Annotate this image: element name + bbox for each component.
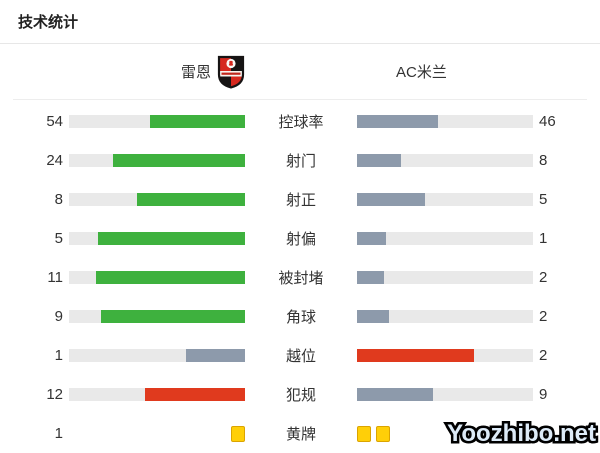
stat-label: 越位: [285, 348, 316, 365]
away-team-name: AC米兰: [396, 64, 447, 81]
away-team: AC米兰: [357, 61, 600, 82]
away-stat-value: 8: [539, 152, 548, 169]
stat-label: 射门: [285, 153, 316, 170]
stat-row-offsides: 1 越位 2: [0, 336, 600, 375]
away-stat-bar: [357, 193, 533, 206]
away-stat-bar: [357, 349, 533, 362]
home-bar-fill: [113, 154, 245, 167]
home-stat-value: 24: [46, 152, 63, 169]
site-watermark: Yoozhibo.net Yoozhibo.net: [445, 419, 599, 448]
away-bar-fill: [357, 115, 438, 128]
stat-label: 角球: [285, 309, 316, 326]
away-stat-value: 1: [539, 230, 548, 247]
yellow-card-icon: [357, 425, 371, 442]
stat-label: 射偏: [285, 231, 316, 248]
stat-label: 被封堵: [278, 270, 324, 287]
home-stat-value: 1: [54, 425, 63, 442]
page-title: 技术统计: [18, 14, 79, 31]
home-stat-value: 12: [46, 386, 63, 403]
stat-row-corners: 9 角球 2: [0, 297, 600, 336]
away-stat-value: 2: [539, 308, 548, 325]
home-stat-bar: [69, 232, 245, 245]
home-stat-value: 1: [54, 347, 63, 364]
home-stat-value: 11: [47, 269, 63, 286]
home-stat-bar: [69, 349, 245, 362]
away-stat-bar: [357, 310, 533, 323]
home-bar-fill: [98, 232, 245, 245]
stat-row-shots-off-target: 5 射偏 1: [0, 219, 600, 258]
home-stat-bar: [69, 310, 245, 323]
away-bar-fill: [357, 349, 475, 362]
watermark-outline: Yoozhibo.net: [445, 419, 599, 448]
home-stat-bar: [69, 271, 245, 284]
home-bar-fill: [136, 193, 245, 206]
home-stat-value: 9: [54, 308, 63, 325]
home-stat-bar: [69, 193, 245, 206]
stat-label: 射正: [285, 192, 316, 209]
away-bar-fill: [357, 193, 425, 206]
away-stat-value: 9: [539, 386, 548, 403]
header-divider: [13, 99, 587, 100]
stat-row-possession: 54 控球率 46: [0, 102, 600, 141]
away-cards: [357, 425, 533, 442]
home-stat-bar: [69, 115, 245, 128]
away-bar-fill: [357, 154, 401, 167]
yellow-card-icon: [231, 425, 245, 442]
home-bar-fill: [96, 271, 245, 284]
home-stat-value: 8: [54, 191, 63, 208]
away-stat-bar: [357, 271, 533, 284]
away-bar-fill: [357, 388, 433, 401]
home-bar-fill: [101, 310, 245, 323]
stat-label: 黄牌: [285, 426, 316, 443]
home-stat-value: 5: [54, 230, 63, 247]
stat-row-shots-on-target: 8 射正 5: [0, 180, 600, 219]
stat-row-shots: 24 射门 8: [0, 141, 600, 180]
away-stat-bar: [357, 232, 533, 245]
home-bar-fill: [149, 115, 245, 128]
away-stat-value: 46: [539, 113, 556, 130]
away-stat-bar: [357, 154, 533, 167]
away-stat-bar: [357, 115, 533, 128]
away-stat-value: 2: [539, 347, 548, 364]
team-header: 雷恩 AC米兰: [0, 44, 600, 99]
home-team-name: 雷恩: [180, 64, 211, 81]
stat-row-yellow-cards: 1 黄牌: [0, 414, 600, 453]
away-stat-value: 5: [539, 191, 548, 208]
stats-list: 54 控球率 46 24 射门 8 8 射正 5 5 射偏 1 11 被封堵 2…: [0, 102, 600, 453]
stat-label: 控球率: [278, 114, 324, 131]
home-bar-fill: [186, 349, 245, 362]
yellow-card-icon: [376, 425, 390, 442]
away-bar-fill: [357, 232, 387, 245]
home-team-crest-icon: [217, 55, 245, 89]
home-bar-fill: [144, 388, 245, 401]
stat-row-blocked: 11 被封堵 2: [0, 258, 600, 297]
away-bar-fill: [357, 310, 390, 323]
home-stat-bar: [69, 154, 245, 167]
home-team: 雷恩: [69, 55, 245, 89]
home-stat-value: 54: [46, 113, 63, 130]
away-stat-bar: [357, 388, 533, 401]
section-header: 技术统计: [0, 0, 600, 44]
stat-row-fouls: 12 犯规 9: [0, 375, 600, 414]
stat-label: 犯规: [285, 387, 316, 404]
watermark-text: Yoozhibo.net: [447, 420, 596, 447]
home-stat-bar: [69, 388, 245, 401]
home-cards: [69, 425, 245, 442]
away-bar-fill: [357, 271, 385, 284]
away-stat-value: 2: [539, 269, 548, 286]
